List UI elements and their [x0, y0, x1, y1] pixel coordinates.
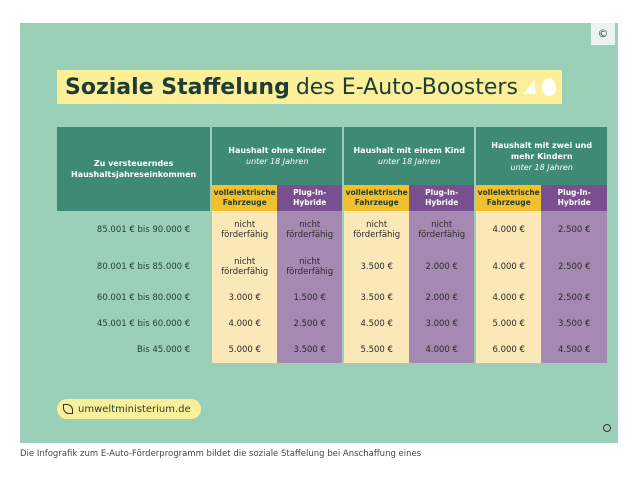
subhead-ev-2: vollelektrische Fahrzeuge — [474, 185, 542, 211]
table-row: Bis 45.000 € 5.000 € 3.500 € 5.500 € 4.0… — [57, 337, 608, 363]
subsidy-table: Zu versteuerndes Haushaltsjahreseinkomme… — [57, 127, 608, 363]
value-cell: 5.000 € — [474, 311, 542, 337]
subhead-phev-0: Plug-In-Hybride — [277, 185, 344, 211]
value-cell: nicht förderfähig — [277, 248, 344, 285]
value-cell: 2.000 € — [409, 285, 476, 311]
table-row: 80.001 € bis 85.000 € nicht förderfähig … — [57, 248, 608, 285]
value-cell: 3.500 € — [541, 311, 608, 337]
value-cell: 2.500 € — [541, 285, 608, 311]
value-cell: 4.000 € — [474, 211, 542, 248]
subhead-ev-1: vollelektrische Fahrzeuge — [342, 185, 410, 211]
zoom-icon[interactable] — [603, 424, 611, 432]
group-header-1: Haushalt mit einem Kind unter 18 Jahren — [342, 127, 476, 185]
value-cell: 3.000 € — [210, 285, 278, 311]
income-cell: 45.001 € bis 60.000 € — [96, 319, 191, 329]
infographic-title: Soziale Staffelung des E-Auto-Boosters — [57, 70, 562, 104]
group-0-line1: Haushalt ohne Kinder — [228, 146, 327, 155]
value-cell: 3.500 € — [342, 248, 410, 285]
value-cell: 4.000 € — [474, 248, 542, 285]
value-cell: 2.500 € — [541, 211, 608, 248]
group-1-line1: Haushalt mit einem Kind — [353, 146, 465, 155]
leaf-icon — [63, 404, 73, 414]
income-cell: 80.001 € bis 85.000 € — [96, 261, 191, 272]
bolt-drop-icon — [523, 78, 556, 96]
value-cell: nicht förderfähig — [210, 211, 278, 248]
copyright-badge[interactable]: © — [591, 23, 615, 45]
title-bold: Soziale Staffelung — [65, 74, 290, 100]
value-cell: 4.500 € — [342, 311, 410, 337]
income-cell: Bis 45.000 € — [137, 345, 191, 355]
group-2-line1: Haushalt mit zwei und mehr Kindern — [491, 140, 593, 161]
group-1-line2: unter 18 Jahren — [378, 157, 441, 166]
value-cell: 1.500 € — [277, 285, 344, 311]
value-cell: 4.500 € — [541, 337, 608, 363]
website-url: umweltministerium.de — [78, 403, 191, 415]
subhead-phev-1: Plug-In-Hybride — [409, 185, 476, 211]
website-badge[interactable]: umweltministerium.de — [57, 399, 201, 419]
image-caption: Die Infografik zum E-Auto-Förderprogramm… — [20, 449, 422, 459]
value-cell: 6.000 € — [474, 337, 542, 363]
subhead-phev-2: Plug-In-Hybride — [541, 185, 608, 211]
group-2-line2: unter 18 Jahren — [510, 162, 573, 172]
title-rest: des E-Auto-Boosters — [295, 74, 518, 100]
group-header-2: Haushalt mit zwei und mehr Kindern unter… — [474, 127, 608, 185]
income-cell: 85.001 € bis 90.000 € — [96, 224, 191, 235]
lightning-icon — [523, 80, 541, 94]
value-cell: nicht förderfähig — [277, 211, 344, 248]
group-0-line2: unter 18 Jahren — [246, 157, 309, 166]
group-header-0: Haushalt ohne Kinder unter 18 Jahren — [210, 127, 344, 185]
table-row: 60.001 € bis 80.000 € 3.000 € 1.500 € 3.… — [57, 285, 608, 311]
value-cell: nicht förderfähig — [342, 211, 410, 248]
drop-icon — [541, 78, 556, 96]
value-cell: nicht förderfähig — [409, 211, 476, 248]
income-cell: 60.001 € bis 80.000 € — [96, 293, 191, 303]
value-cell: 4.000 € — [474, 285, 542, 311]
value-cell: 3.500 € — [277, 337, 344, 363]
table-row: 45.001 € bis 60.000 € 4.000 € 2.500 € 4.… — [57, 311, 608, 337]
value-cell: nicht förderfähig — [210, 248, 278, 285]
value-cell: 4.000 € — [409, 337, 476, 363]
value-cell: 4.000 € — [210, 311, 278, 337]
value-cell: 2.000 € — [409, 248, 476, 285]
value-cell: 5.500 € — [342, 337, 410, 363]
value-cell: 2.500 € — [541, 248, 608, 285]
subhead-ev-0: vollelektrische Fahrzeuge — [210, 185, 278, 211]
table-row: 85.001 € bis 90.000 € nicht förderfähig … — [57, 211, 608, 248]
value-cell: 3.000 € — [409, 311, 476, 337]
income-header: Zu versteuerndes Haushaltsjahreseinkomme… — [57, 127, 212, 211]
value-cell: 2.500 € — [277, 311, 344, 337]
value-cell: 5.000 € — [210, 337, 278, 363]
value-cell: 3.500 € — [342, 285, 410, 311]
